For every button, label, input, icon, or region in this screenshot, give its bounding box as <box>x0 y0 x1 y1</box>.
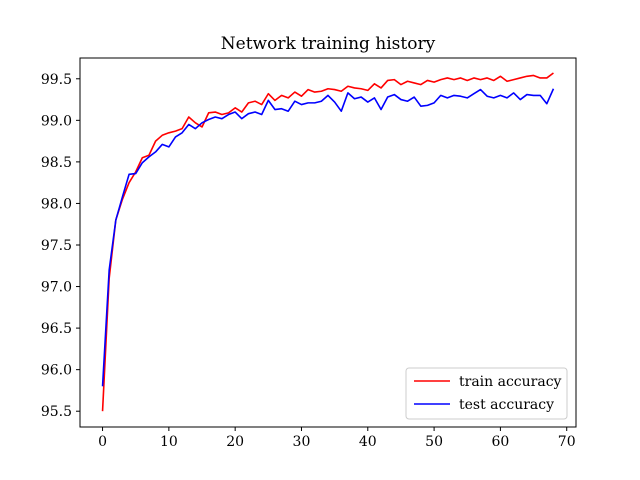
x-tick-label: 50 <box>425 434 443 450</box>
y-tick-label: 99.0 <box>41 113 72 129</box>
plot-frame <box>79 57 577 428</box>
x-tick-label: 40 <box>359 434 377 450</box>
y-tick-label: 99.5 <box>41 72 72 88</box>
series-line-train <box>101 72 554 412</box>
chart-title: Network training history <box>221 34 436 54</box>
plot-lines <box>101 72 555 412</box>
y-tick-label: 97.5 <box>41 238 72 254</box>
y-tick-label: 95.5 <box>41 404 72 420</box>
series-line-test <box>101 88 555 387</box>
x-tick-label: 20 <box>226 434 244 450</box>
y-tick-label: 98.5 <box>41 155 72 171</box>
axes: 0 10 20 30 40 50 60 70 95.5 96.0 96.5 97.0 97.5 98.0 9… <box>41 57 577 450</box>
x-tick-label: 60 <box>491 434 509 450</box>
y-tick-label: 98.0 <box>41 196 72 212</box>
legend-label: train accuracy <box>459 374 562 390</box>
x-tick-label: 70 <box>558 434 576 450</box>
y-tick-label: 96.5 <box>41 321 72 337</box>
legend-label: test accuracy <box>459 397 554 413</box>
legend: train accuracy test accuracy <box>405 367 568 420</box>
x-tick-label: 0 <box>98 434 107 450</box>
x-tick-label: 30 <box>293 434 311 450</box>
x-tick-label: 10 <box>160 434 178 450</box>
y-tick-label: 97.0 <box>41 280 72 296</box>
y-tick-label: 96.0 <box>41 363 72 379</box>
